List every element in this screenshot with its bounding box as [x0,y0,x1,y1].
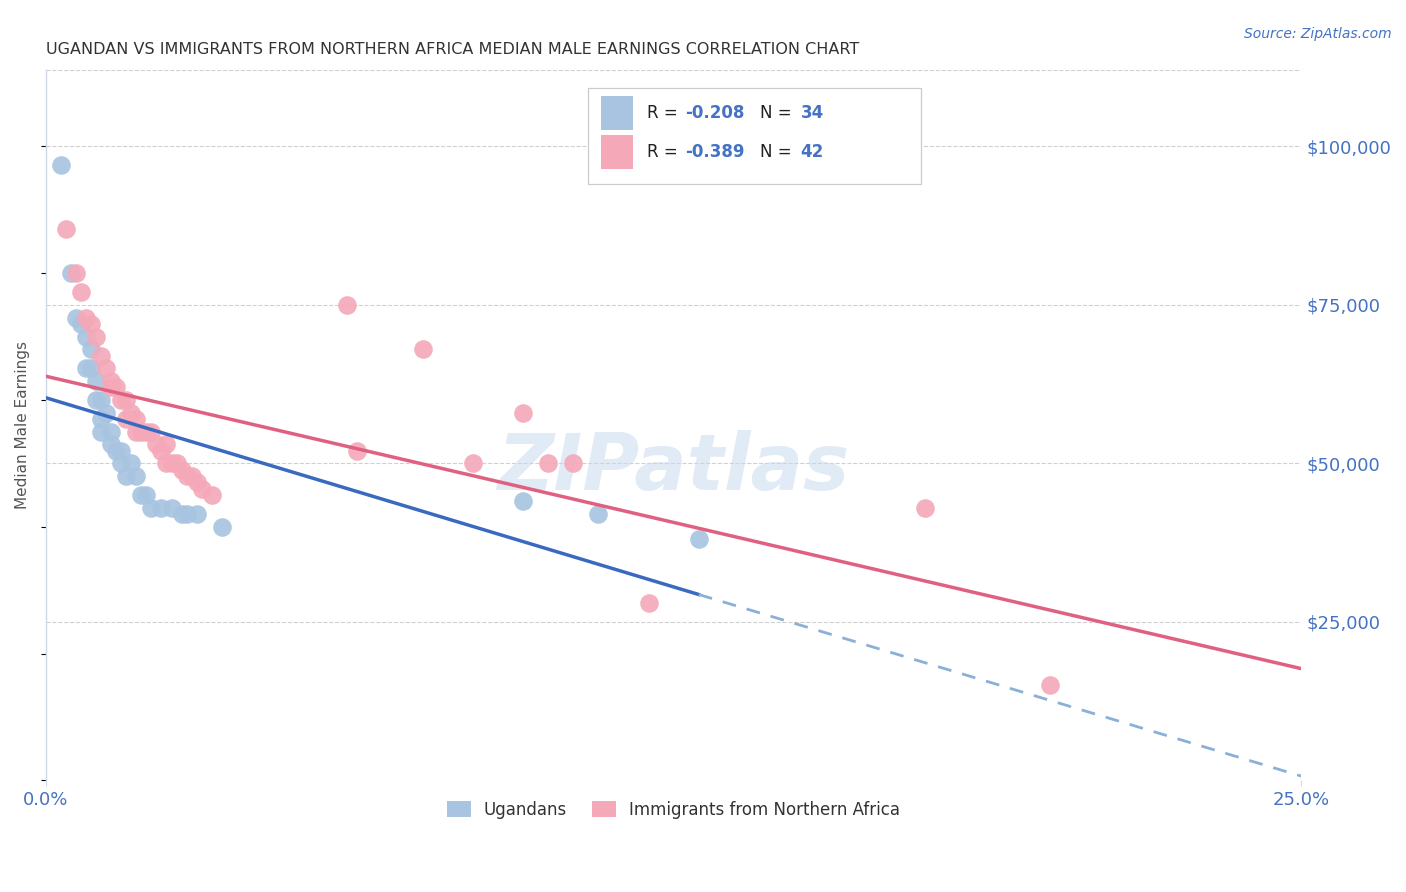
Point [135,425,157,439]
Point [84,329,107,343]
FancyBboxPatch shape [600,96,634,130]
Point [170,507,193,521]
Point [688,533,710,547]
Point [155,437,177,451]
Point [100,374,122,388]
Point [90,412,112,426]
Text: N =: N = [761,104,797,122]
Point [150,443,173,458]
Point [512,406,534,420]
Point [90,425,112,439]
Point [49,159,72,173]
Point [461,456,484,470]
Point [588,507,610,521]
Point [84,392,107,407]
Point [70,317,93,331]
Point [412,343,434,357]
Point [637,596,659,610]
Point [125,425,148,439]
Point [84,374,107,388]
Point [80,361,103,376]
Point [115,469,138,483]
Point [160,456,183,470]
Point [1039,678,1062,692]
Point [120,406,142,420]
FancyBboxPatch shape [588,88,921,184]
Point [120,456,142,470]
Point [170,463,193,477]
Point [105,443,128,458]
Point [176,469,198,483]
Point [70,285,93,300]
Text: N =: N = [761,143,797,161]
Point [512,494,534,508]
Point [90,392,112,407]
Text: UGANDAN VS IMMIGRANTS FROM NORTHERN AFRICA MEDIAN MALE EARNINGS CORRELATION CHAR: UGANDAN VS IMMIGRANTS FROM NORTHERN AFRI… [46,42,859,57]
Point [562,456,585,470]
Point [125,412,148,426]
Point [145,437,167,451]
Point [80,317,103,331]
Point [201,488,224,502]
Point [110,443,132,458]
FancyBboxPatch shape [600,135,634,169]
Text: 34: 34 [800,104,824,122]
Point [115,412,138,426]
Point [80,343,103,357]
Text: R =: R = [647,143,683,161]
Point [55,222,77,236]
Point [155,456,177,470]
Point [131,425,153,439]
Point [190,482,212,496]
Point [100,437,122,451]
Point [110,392,132,407]
Point [100,425,122,439]
Point [160,500,183,515]
Point [75,329,97,343]
Text: Source: ZipAtlas.com: Source: ZipAtlas.com [1244,27,1392,41]
Point [65,266,87,280]
Point [211,520,233,534]
Point [166,456,188,470]
Point [336,298,359,312]
Point [346,443,368,458]
Legend: Ugandans, Immigrants from Northern Africa: Ugandans, Immigrants from Northern Afric… [440,794,907,825]
Point [100,380,122,394]
Point [110,456,132,470]
Point [135,488,157,502]
Point [96,406,118,420]
Text: ZIPatlas: ZIPatlas [498,430,849,506]
Point [96,361,118,376]
Point [75,310,97,325]
Point [141,500,163,515]
Point [115,392,138,407]
Y-axis label: Median Male Earnings: Median Male Earnings [15,342,30,509]
Point [105,380,128,394]
Point [186,475,208,490]
Text: R =: R = [647,104,683,122]
Point [186,507,208,521]
Point [65,310,87,325]
Point [914,500,936,515]
Point [150,500,173,515]
Point [90,349,112,363]
Text: -0.389: -0.389 [685,143,744,161]
Point [125,469,148,483]
Point [180,469,202,483]
Point [131,488,153,502]
Point [141,425,163,439]
Point [176,507,198,521]
Text: 42: 42 [800,143,824,161]
Point [75,361,97,376]
Point [60,266,83,280]
Text: -0.208: -0.208 [685,104,744,122]
Point [537,456,560,470]
